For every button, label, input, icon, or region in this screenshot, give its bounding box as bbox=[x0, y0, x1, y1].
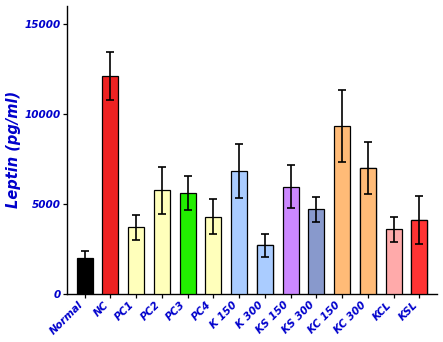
Y-axis label: Leptin (pg/ml): Leptin (pg/ml) bbox=[6, 91, 20, 208]
Bar bbox=[308, 209, 324, 294]
Bar bbox=[360, 168, 376, 294]
Bar bbox=[231, 171, 247, 294]
Bar bbox=[360, 168, 376, 294]
Bar bbox=[386, 229, 402, 294]
Bar bbox=[283, 187, 299, 294]
Bar bbox=[154, 190, 170, 294]
Bar bbox=[77, 258, 93, 294]
Bar bbox=[257, 245, 273, 294]
Bar bbox=[102, 76, 118, 294]
Bar bbox=[128, 227, 144, 294]
Bar bbox=[412, 220, 427, 294]
Bar bbox=[257, 245, 273, 294]
Bar bbox=[360, 168, 376, 294]
Bar bbox=[206, 216, 222, 294]
Bar bbox=[412, 220, 427, 294]
Bar bbox=[257, 245, 273, 294]
Bar bbox=[334, 126, 350, 294]
Bar bbox=[412, 220, 427, 294]
Bar bbox=[179, 193, 195, 294]
